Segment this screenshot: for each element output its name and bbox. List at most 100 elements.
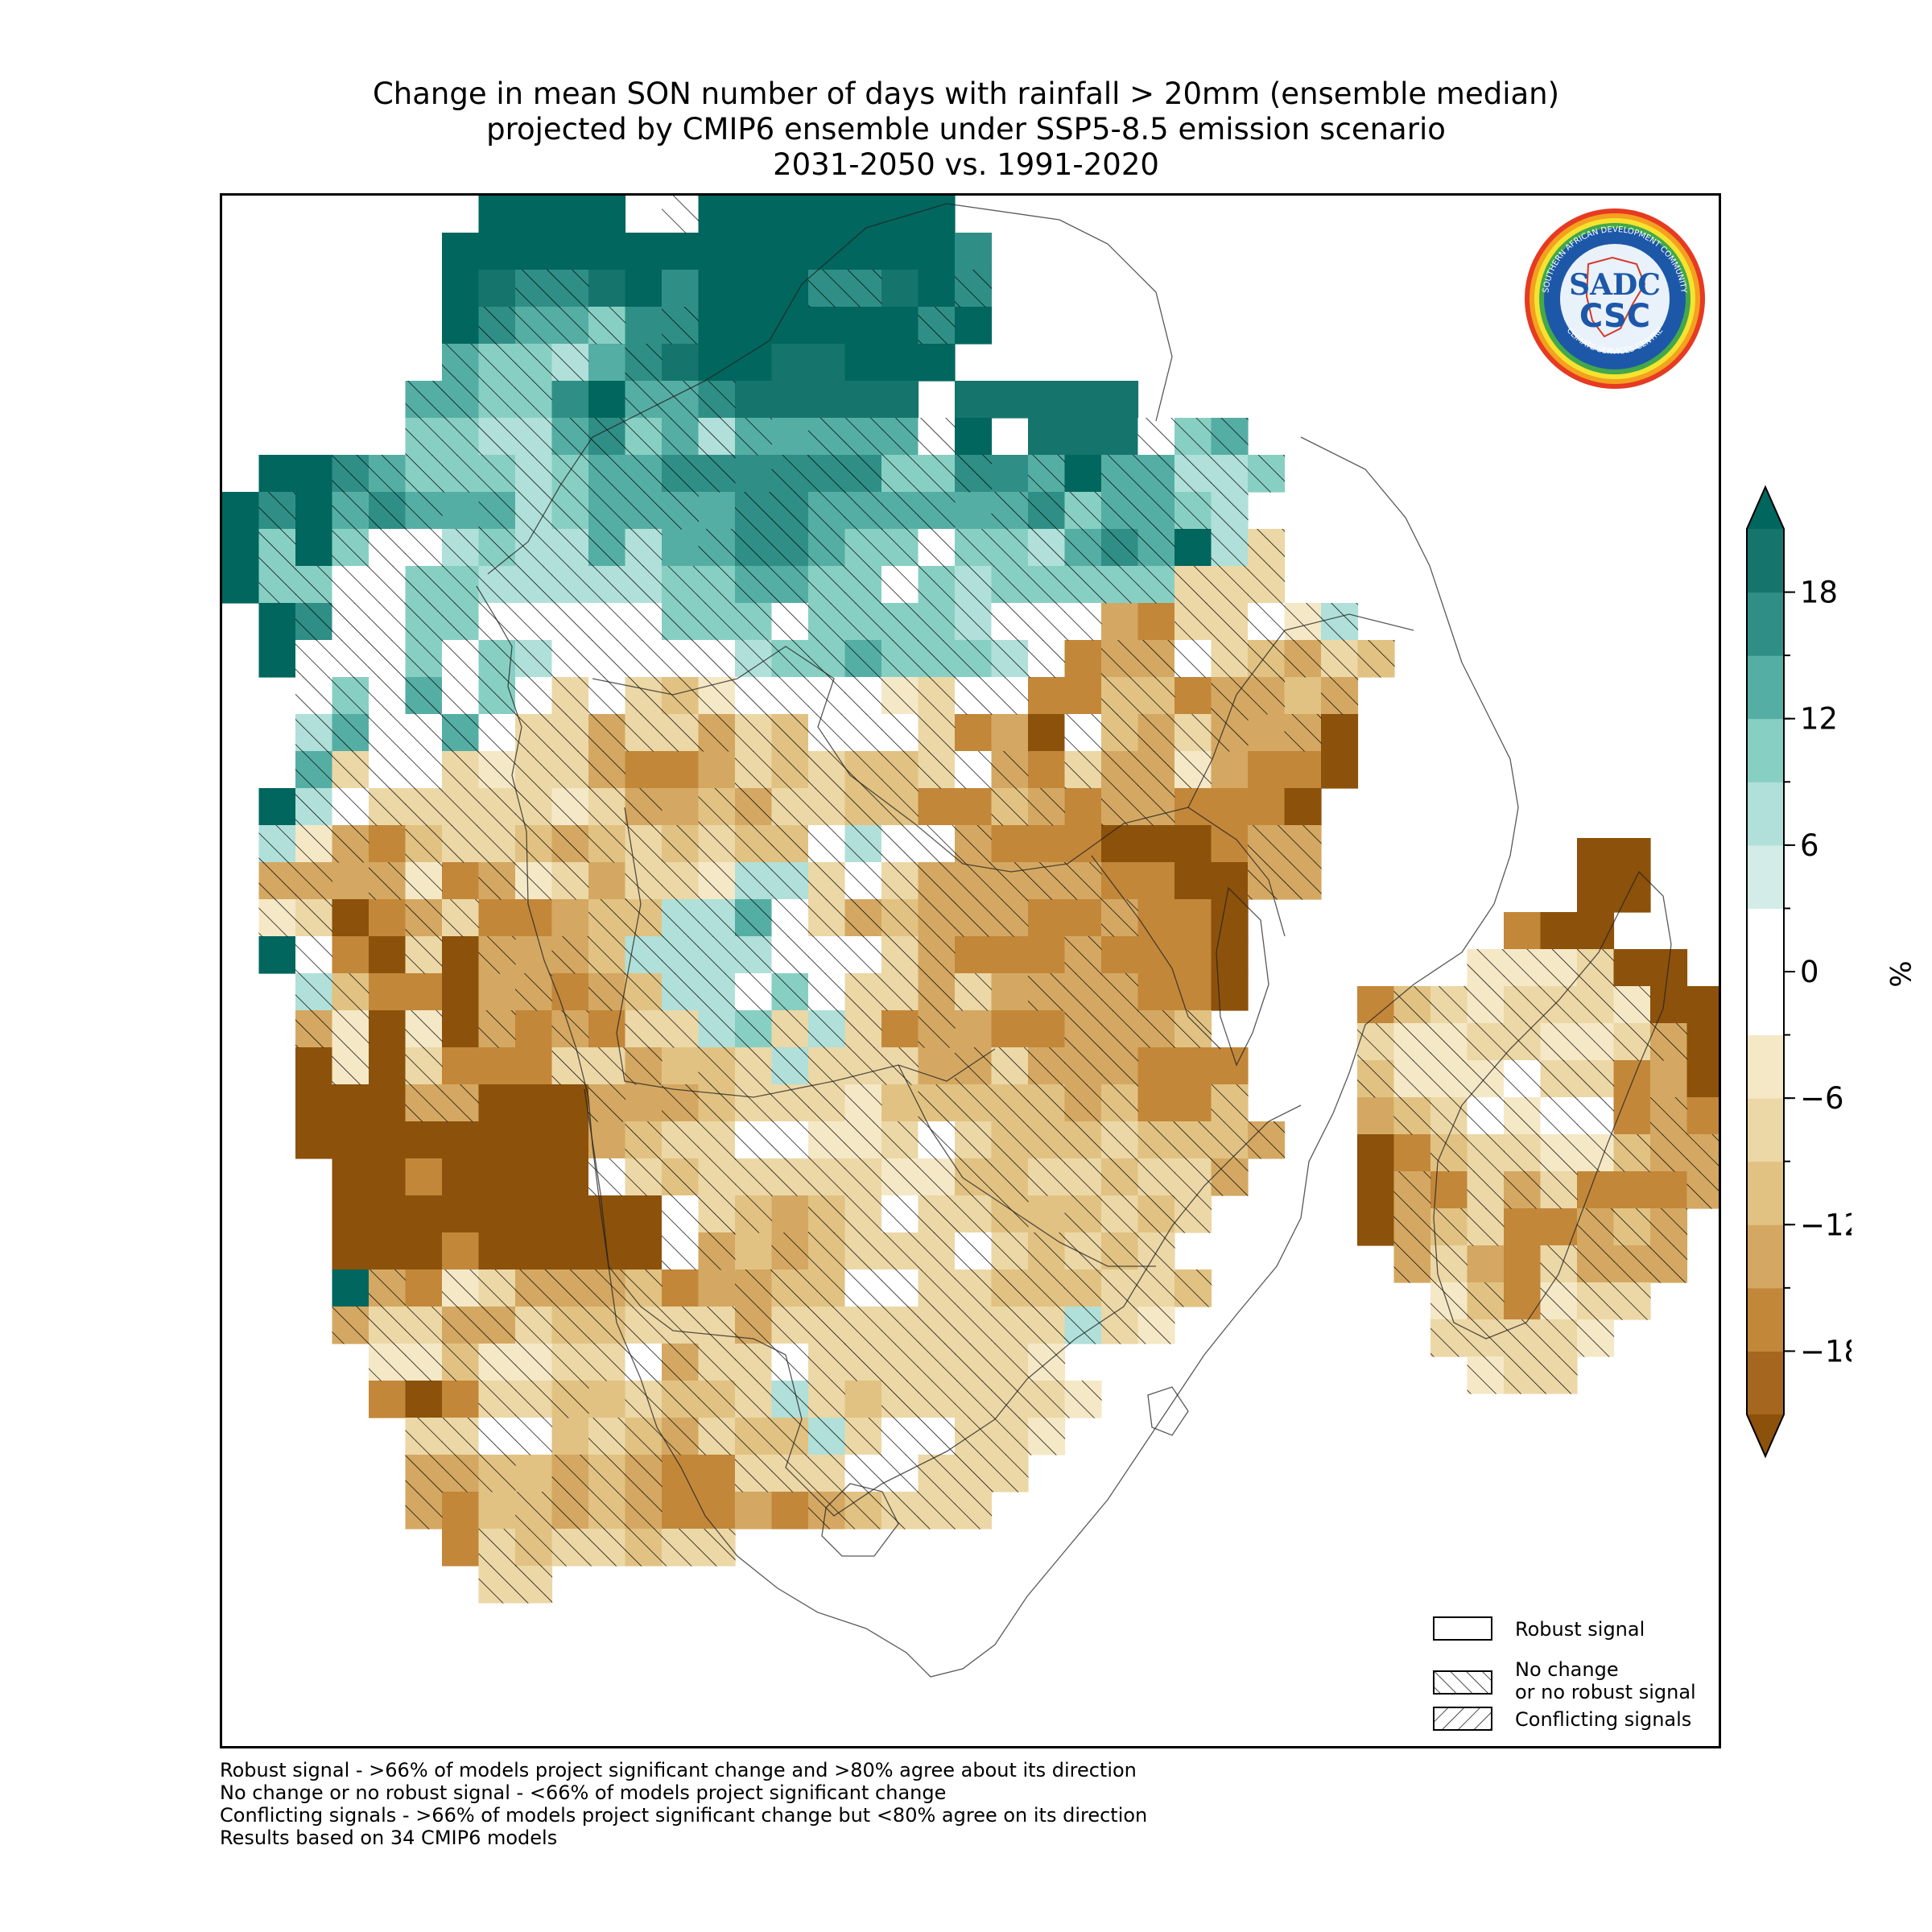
mainland-cell [369, 1084, 407, 1122]
mainland-hatch [991, 788, 1029, 826]
mainland-hatch [1248, 825, 1286, 863]
mainland-cell [442, 1010, 480, 1048]
mainland-hatch [1028, 1381, 1066, 1418]
mainland-hatch [735, 1010, 773, 1048]
mainland-hatch [332, 1047, 369, 1085]
mainland-hatch [332, 455, 369, 493]
mainland-hatch [258, 492, 296, 530]
mainland-hatch [515, 418, 553, 456]
footnote-no-change: No change or no robust signal - <66% of … [220, 1781, 947, 1804]
mainland-cell [1248, 788, 1286, 826]
mainland-hatch [295, 862, 333, 900]
mainland-hatch [1211, 603, 1249, 641]
mainland-hatch [551, 418, 589, 456]
mainland-hatch [478, 307, 516, 345]
mainland-hatch [1064, 1232, 1102, 1270]
mainland-hatch [258, 566, 296, 604]
mainland-hatch [1064, 1195, 1102, 1233]
madagascar-hatch [1504, 1060, 1542, 1098]
mainland-hatch [332, 640, 369, 678]
mainland-hatch [625, 1121, 663, 1159]
mainland-cell [1248, 714, 1286, 752]
mainland-cell [1211, 899, 1249, 937]
mainland-hatch [1064, 973, 1102, 1011]
mainland-cell [844, 1381, 882, 1418]
mainland-hatch [1211, 492, 1249, 530]
coastline-outline [476, 436, 1519, 1678]
mainland-hatch [881, 1455, 919, 1492]
mainland-hatch [478, 381, 516, 419]
mainland-hatch [295, 677, 333, 715]
mainland-hatch [881, 899, 919, 937]
mainland-hatch [1137, 788, 1175, 826]
malawi-outline [1216, 886, 1269, 1067]
mainland-cell [369, 1158, 407, 1196]
mainland-hatch [625, 1047, 663, 1085]
mainland-hatch [844, 899, 882, 937]
mainland-hatch [1101, 1047, 1139, 1085]
mainland-hatch [771, 1418, 809, 1455]
mainland-cell [991, 936, 1029, 974]
madagascar-cell [1504, 912, 1542, 950]
mainland-hatch [551, 714, 589, 752]
mainland-cell [735, 270, 773, 308]
mainland-hatch [1137, 640, 1175, 678]
mainland-hatch [918, 1492, 956, 1530]
mainland-hatch [588, 1344, 626, 1381]
madagascar-hatch [1467, 1134, 1505, 1172]
mainland-hatch [442, 1084, 480, 1122]
colorbar-segment [1747, 844, 1784, 909]
mainland-cell [551, 196, 589, 233]
mainland-cell [369, 1232, 407, 1270]
mainland-hatch [991, 751, 1029, 789]
mainland-cell [918, 196, 956, 233]
mainland-hatch [1101, 677, 1139, 715]
mainland-hatch [478, 418, 516, 456]
mainland-hatch [1284, 640, 1322, 678]
madagascar-cell [1504, 1208, 1542, 1246]
mainland-hatch [955, 1121, 993, 1159]
mainland-hatch [1211, 1158, 1249, 1196]
mainland-hatch [1174, 714, 1212, 752]
madagascar-hatch [1613, 1023, 1651, 1061]
mainland-cell [478, 973, 516, 1011]
mainland-cell [332, 862, 369, 900]
mainland-cell [844, 344, 882, 382]
mainland-hatch [918, 899, 956, 937]
mainland-cell [405, 1381, 443, 1418]
mainland-cell [1211, 862, 1249, 900]
mainland-hatch [955, 640, 993, 678]
mainland-cell [662, 1492, 700, 1530]
mainland-cell [735, 1232, 773, 1270]
mainland-hatch [808, 1195, 846, 1233]
mainland-hatch [1064, 603, 1102, 641]
colorbar-segment [1747, 1351, 1784, 1415]
mainland-hatch [771, 936, 809, 974]
mainland-hatch [881, 640, 919, 678]
mainland-hatch [735, 936, 773, 974]
mainland-hatch [478, 1566, 516, 1604]
mainland-hatch [1137, 566, 1175, 604]
footnotes: Robust signal - >66% of models project s… [220, 1759, 1147, 1849]
mainland-hatch [1101, 1307, 1139, 1344]
mainland-hatch [844, 1047, 882, 1085]
mainland-hatch [515, 1566, 553, 1604]
mainland-cell [1028, 677, 1066, 715]
mainland-hatch [844, 529, 882, 567]
mainland-hatch [918, 862, 956, 900]
mainland-hatch [808, 603, 846, 641]
mainland-hatch [808, 529, 846, 567]
colorbar-segment [1747, 1161, 1784, 1225]
mainland-cell [588, 344, 626, 382]
madagascar-hatch [1577, 1023, 1615, 1061]
footnote-robust: Robust signal - >66% of models project s… [220, 1759, 1137, 1781]
mainland-hatch [955, 1195, 993, 1233]
mainland-hatch [405, 640, 443, 678]
mainland-hatch [1064, 862, 1102, 900]
mainland-cell [625, 1232, 663, 1270]
mainland-cell [551, 381, 589, 419]
mainland-cell [515, 233, 553, 270]
mainland-hatch [662, 566, 700, 604]
country-borders [476, 203, 1672, 1678]
mainland-hatch [955, 1455, 993, 1492]
